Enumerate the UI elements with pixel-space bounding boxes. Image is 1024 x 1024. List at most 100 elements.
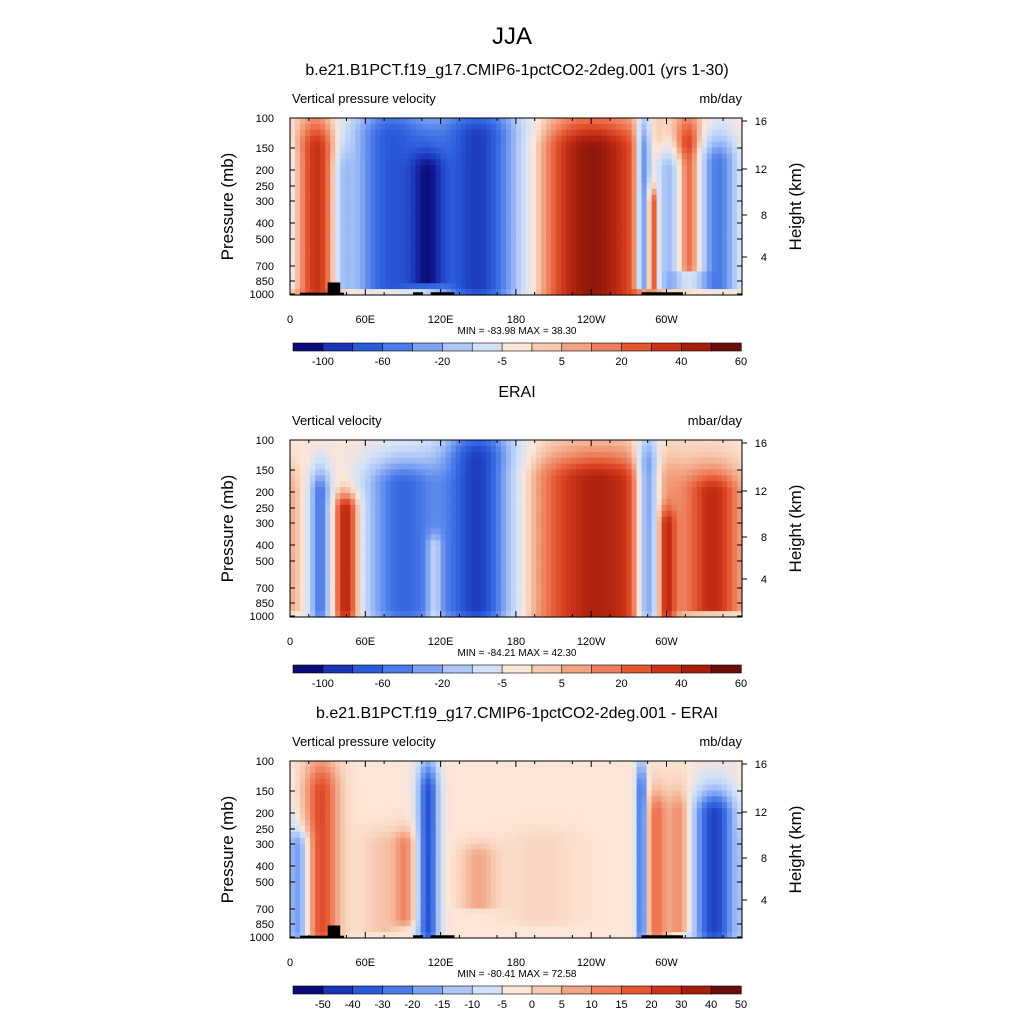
heatmap-cell [536,499,542,506]
heatmap-cell [526,259,532,267]
heatmap-cell [475,283,482,290]
heatmap-cell [400,445,407,453]
heatmap-cell [475,504,482,512]
heatmap-cell [410,469,417,476]
heatmap-cell [320,469,326,476]
heatmap-cell [410,159,417,166]
heatmap-cell [696,558,703,565]
heatmap-cell [375,118,381,125]
heatmap-cell [505,188,512,196]
heatmap-cell [460,528,467,535]
heatmap-cell [586,265,592,272]
heatmap-cell [541,457,547,465]
heatmap-cell [470,159,477,166]
heatmap-cell [455,182,462,190]
heatmap-cell [465,177,472,184]
heatmap-cell [541,159,547,166]
heatmap-cell [435,171,442,178]
heatmap-cell [500,224,507,231]
heatmap-cell [621,135,628,143]
heatmap-cell [516,147,522,154]
heatmap-cell [681,504,688,512]
heatmap-cell [596,463,602,471]
heatmap-cell [290,188,296,196]
heatmap-cell [726,463,733,471]
heatmap-cell [295,475,301,482]
heatmap-cell [295,463,301,471]
heatmap-cell [521,194,527,202]
heatmap-cell [546,552,552,559]
heatmap-cell [516,499,522,506]
heatmap-cell [430,224,437,231]
heatmap-cell [646,499,653,506]
heatmap-cell [440,177,447,184]
heatmap-cell [315,475,321,482]
heatmap-cell [495,475,502,482]
heatmap-cell [551,440,557,447]
heatmap-cell [721,445,728,453]
heatmap-cell [701,271,708,278]
heatmap-cell [355,493,361,500]
heatmap-cell [666,552,673,559]
heatmap-cell [626,247,633,255]
heatmap-cell [561,212,567,219]
heatmap-cell [465,499,472,506]
heatmap-cell [736,289,743,296]
heatmap-cell [500,289,507,296]
heatmap-cell [300,581,306,589]
heatmap-cell [561,259,567,267]
heatmap-cell [500,230,507,237]
heatmap-cell [691,135,698,143]
heatmap-cell [731,182,738,190]
heatmap-cell [561,171,567,178]
heatmap-cell [475,445,482,453]
heatmap-cell [651,481,658,488]
heatmap-cell [500,569,507,577]
heatmap-cell [701,481,708,488]
heatmap-cell [450,504,457,512]
heatmap-cell [500,182,507,190]
heatmap-cell [380,451,387,459]
heatmap-cell [526,153,532,160]
heatmap-cell [315,129,321,137]
heatmap-cell [726,546,733,553]
heatmap-cell [495,504,502,512]
y2-tick-label: 4 [761,252,767,264]
heatmap-cell [400,153,407,160]
heatmap-cell [490,271,497,278]
heatmap-cell [651,135,658,143]
heatmap-cell [641,558,648,565]
heatmap-cell [370,469,376,476]
y-tick-label: 300 [256,196,274,208]
heatmap-cell [641,200,648,208]
heatmap-cell [460,283,467,290]
heatmap-cell [485,528,492,535]
heatmap-cell [330,253,336,261]
heatmap-cell [716,177,723,184]
heatmap-cell [395,440,402,447]
heatmap-cell [526,171,532,178]
heatmap-cell [300,271,306,278]
heatmap-cell [711,575,718,583]
heatmap-cell [716,575,723,583]
heatmap-cell [325,469,331,476]
heatmap-cell [325,487,331,494]
heatmap-cell [666,558,673,565]
heatmap-cell [571,123,577,131]
heatmap-cell [455,569,462,577]
heatmap-cell [445,135,452,143]
heatmap-cell [510,194,517,202]
heatmap-cell [420,141,427,149]
heatmap-cell [475,241,482,249]
heatmap-cell [716,440,723,447]
heatmap-cell [330,451,336,459]
heatmap-cell [636,528,643,535]
heatmap-cell [330,457,336,465]
heatmap-cell [546,159,552,166]
heatmap-cell [305,259,311,267]
heatmap-cell [721,552,728,559]
heatmap-cell [711,206,718,213]
heatmap-cell [596,259,602,267]
heatmap-cell [495,123,502,131]
heatmap-cell [400,129,407,137]
